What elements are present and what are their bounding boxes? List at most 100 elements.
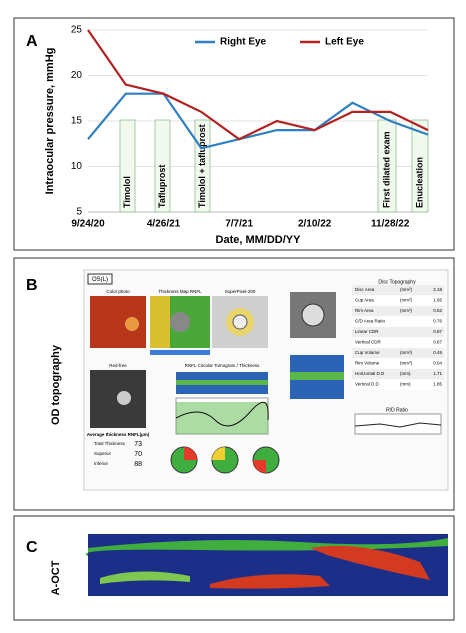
image-title: Color photo xyxy=(106,289,130,294)
table-label: Vertical D.D xyxy=(355,382,380,387)
x-tick-label: 9/24/20 xyxy=(71,219,105,230)
table-unit: (mm²) xyxy=(400,308,412,313)
panel-label: C xyxy=(26,539,38,556)
table-label: Rim Volume xyxy=(355,361,380,366)
optic-disc xyxy=(125,317,139,331)
table-value: 1.71 xyxy=(433,371,442,376)
panel-b-frame xyxy=(13,257,455,511)
legend-label: Left Eye xyxy=(325,37,364,48)
sector xyxy=(184,447,197,460)
thickness-label: Superior xyxy=(94,451,112,456)
table-label: Vertical CDR xyxy=(355,340,382,345)
oct-lesion xyxy=(310,545,430,580)
line-series xyxy=(87,29,429,141)
table-row xyxy=(352,327,444,337)
thickness-label: Total Thickness xyxy=(94,441,126,446)
eye-box xyxy=(87,273,113,285)
panel-c-frame xyxy=(13,515,455,621)
table-unit: (mm) xyxy=(400,371,411,376)
disc-title: Disc Topography xyxy=(378,279,416,285)
panel-label: B xyxy=(26,277,38,294)
reference-disc xyxy=(301,303,325,327)
y-axis-label: Intraocular pressure, mmHg xyxy=(44,48,56,195)
table-value: 0.87 xyxy=(433,329,442,334)
color-scale xyxy=(150,350,210,355)
annotation-label: Timolol + tafluprost xyxy=(197,124,207,208)
table-unit: (mm) xyxy=(400,382,411,387)
annotation-label: Timolol xyxy=(122,176,132,208)
red-free-disc xyxy=(117,391,131,405)
side-label: A-OCT xyxy=(50,560,62,595)
profile-band xyxy=(176,402,268,434)
table-label: Disc Area xyxy=(355,287,375,292)
table-row xyxy=(352,379,444,390)
side-label: OD topography xyxy=(50,344,62,425)
y-tick-label: 25 xyxy=(71,25,83,36)
circ-title: RNFL Circular Tomogram / Thickness xyxy=(185,363,260,368)
thickness-map-part xyxy=(150,296,170,348)
table-unit: (mm²) xyxy=(400,298,412,303)
thickness-table: Total Thickness 73 Superior 70 Inferior 88 xyxy=(94,441,142,468)
table-row xyxy=(352,306,444,316)
table-row xyxy=(352,358,444,369)
tomogram-layer xyxy=(290,372,344,380)
image-title: Red-free xyxy=(109,363,127,368)
table-unit: (mm²) xyxy=(400,287,412,292)
table-value: 1.66 xyxy=(433,298,442,303)
disc-table: Disc Area (mm²) 2.18 Cup Area (mm²) 1.66 Rim A… xyxy=(352,285,444,390)
table-label: Cup Area xyxy=(355,298,374,303)
oct-lesion xyxy=(210,574,330,589)
oct-layer xyxy=(100,571,190,584)
profile-line xyxy=(175,401,269,427)
oct-layer xyxy=(85,538,449,556)
y-tick-label: 15 xyxy=(71,116,83,127)
table-value: 0.76 xyxy=(433,319,442,324)
thickness-disc xyxy=(170,312,190,332)
table-row xyxy=(352,285,444,295)
tomogram-layer xyxy=(176,380,268,385)
x-tick-label: 2/10/22 xyxy=(298,219,332,230)
image-title: SuperPixel-200 xyxy=(225,289,256,294)
table-label: Horizontal D.D xyxy=(355,371,385,376)
table-row xyxy=(352,337,444,348)
rim-line xyxy=(354,422,442,428)
panel-label: A xyxy=(26,33,38,50)
superpixel-disc xyxy=(232,314,248,330)
table-value: 0.52 xyxy=(433,308,442,313)
x-tick-label: 7/7/21 xyxy=(225,219,253,230)
rim-title: R/D Ratio xyxy=(386,407,408,413)
sector xyxy=(212,447,225,460)
table-label: Linear CDR xyxy=(355,329,379,334)
thickness-value: 70 xyxy=(134,451,142,458)
thickness-label: Inferior xyxy=(94,461,109,466)
table-value: 2.18 xyxy=(433,287,442,292)
sector xyxy=(253,460,266,473)
y-tick-label: 5 xyxy=(76,207,82,218)
legend-label: Right Eye xyxy=(220,37,267,48)
annotation-label: First dilated exam xyxy=(381,131,391,208)
table-row xyxy=(352,316,444,327)
table-value: 0.45 xyxy=(433,350,442,355)
eye-label: OS(L) xyxy=(92,277,108,283)
table-value: 1.85 xyxy=(433,382,442,387)
table-row xyxy=(352,348,444,358)
annotation-label: Tafluprost xyxy=(157,165,167,208)
table-label: Cup Volume xyxy=(355,350,380,355)
table-value: 0.87 xyxy=(433,340,442,345)
table-row xyxy=(352,369,444,379)
thickness-value: 88 xyxy=(134,461,142,468)
table-label: C/D Area Ratio xyxy=(355,319,386,324)
image-title: Thickness Map RNFL xyxy=(158,289,202,294)
thickness-title: Average thickness RNFL(µm) xyxy=(87,432,150,437)
table-label: Rim Area xyxy=(355,308,374,313)
table-value: 0.04 xyxy=(433,361,442,366)
table-unit: (mm³) xyxy=(400,361,412,366)
panel-a-frame xyxy=(13,17,455,251)
rim-plot xyxy=(354,413,442,435)
x-axis-label: Date, MM/DD/YY xyxy=(216,234,302,246)
table-unit: (mm³) xyxy=(400,350,412,355)
annotation-box xyxy=(154,119,171,213)
x-tick-label: 11/28/22 xyxy=(371,219,410,230)
annotation-box xyxy=(411,119,429,213)
